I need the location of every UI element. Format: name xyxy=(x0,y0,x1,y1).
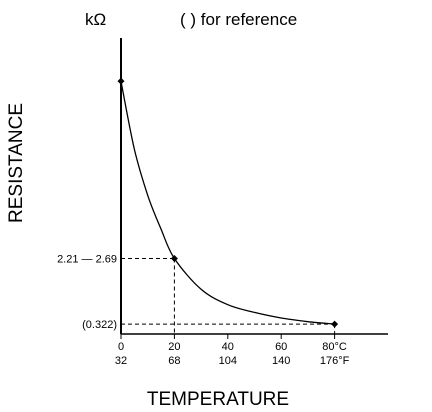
x-tick-fahrenheit: 176°F xyxy=(320,355,350,367)
x-tick-celsius: 20 xyxy=(168,341,180,353)
data-point-marker xyxy=(331,320,339,328)
resistance-curve xyxy=(120,81,335,325)
x-tick-celsius: 0 xyxy=(118,341,124,353)
x-tick-fahrenheit: 68 xyxy=(168,355,180,367)
x-tick-fahrenheit: 32 xyxy=(115,355,127,367)
y-axis-label: RESISTANCE xyxy=(6,103,27,223)
x-tick-celsius: 60 xyxy=(275,341,287,353)
y-tick-label: 2.21 — 2.69 xyxy=(57,253,117,265)
y-tick-label: (0.322) xyxy=(82,319,117,331)
data-point-marker xyxy=(170,254,178,262)
unit-label: kΩ xyxy=(85,10,106,29)
x-axis-label: TEMPERATURE xyxy=(147,389,289,410)
x-tick-celsius: 80°C xyxy=(322,341,347,353)
chart-title: ( ) for reference xyxy=(180,10,297,29)
x-tick-celsius: 40 xyxy=(222,341,234,353)
data-point-marker xyxy=(117,77,125,85)
x-tick-fahrenheit: 104 xyxy=(219,355,237,367)
x-tick-fahrenheit: 140 xyxy=(272,355,290,367)
